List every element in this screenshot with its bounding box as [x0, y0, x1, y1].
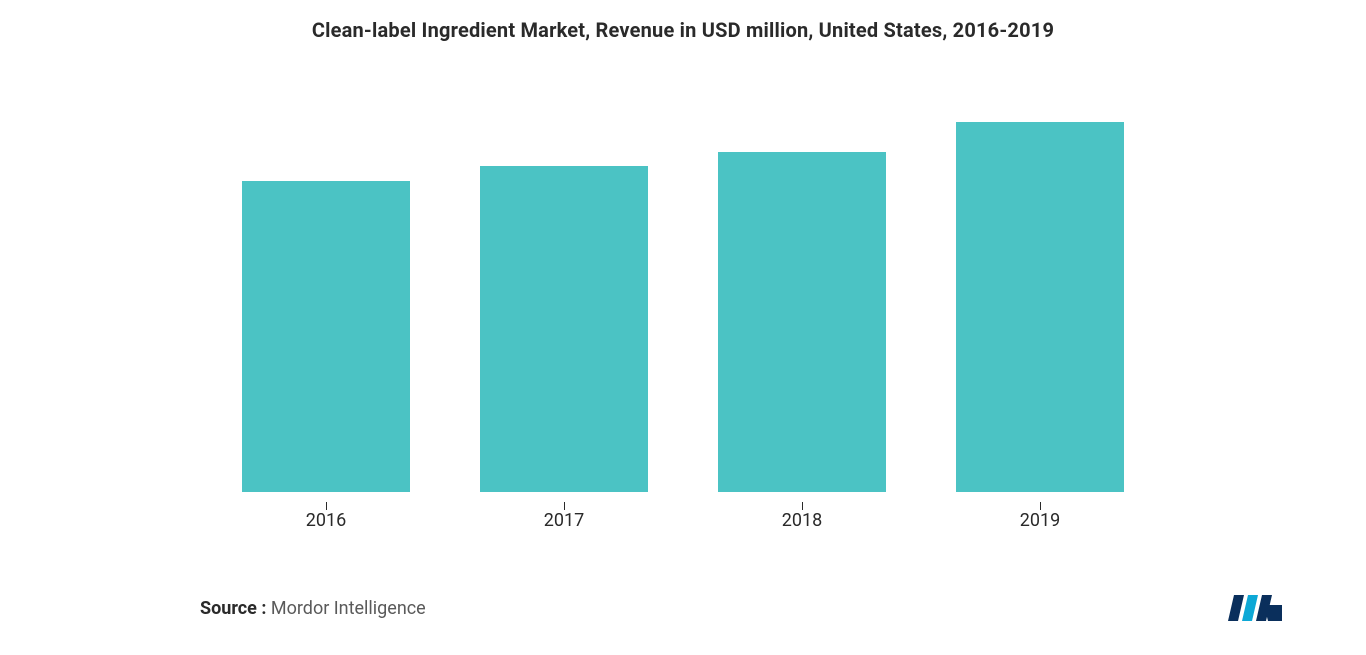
- x-axis-label: 2019: [956, 510, 1124, 531]
- tick-mark: [1040, 502, 1041, 510]
- source-label: Source :: [200, 598, 266, 619]
- bar-group: [956, 122, 1124, 492]
- x-axis-label: 2016: [242, 510, 410, 531]
- axis-label-group: 2019: [956, 502, 1124, 531]
- source-row: Source : Mordor Intelligence: [200, 591, 1286, 625]
- chart-container: Clean-label Ingredient Market, Revenue i…: [0, 0, 1366, 655]
- x-axis-labels: 2016 2017 2018 2019: [50, 502, 1316, 531]
- bar-2017: [480, 166, 648, 492]
- axis-label-group: 2016: [242, 502, 410, 531]
- source-text: Source : Mordor Intelligence: [200, 598, 426, 619]
- bar-group: [480, 166, 648, 492]
- axis-label-group: 2018: [718, 502, 886, 531]
- bar-2019: [956, 122, 1124, 492]
- x-axis-label: 2017: [480, 510, 648, 531]
- plot-area: [50, 72, 1316, 492]
- bar-group: [718, 152, 886, 492]
- axis-label-group: 2017: [480, 502, 648, 531]
- source-value: Mordor Intelligence: [271, 598, 426, 619]
- tick-mark: [326, 502, 327, 510]
- brand-logo: [1226, 591, 1286, 625]
- logo-icon: [1228, 595, 1282, 621]
- chart-title: Clean-label Ingredient Market, Revenue i…: [50, 18, 1316, 42]
- bar-2016: [242, 181, 410, 492]
- tick-mark: [564, 502, 565, 510]
- tick-mark: [802, 502, 803, 510]
- x-axis-label: 2018: [718, 510, 886, 531]
- bar-2018: [718, 152, 886, 492]
- bar-group: [242, 181, 410, 492]
